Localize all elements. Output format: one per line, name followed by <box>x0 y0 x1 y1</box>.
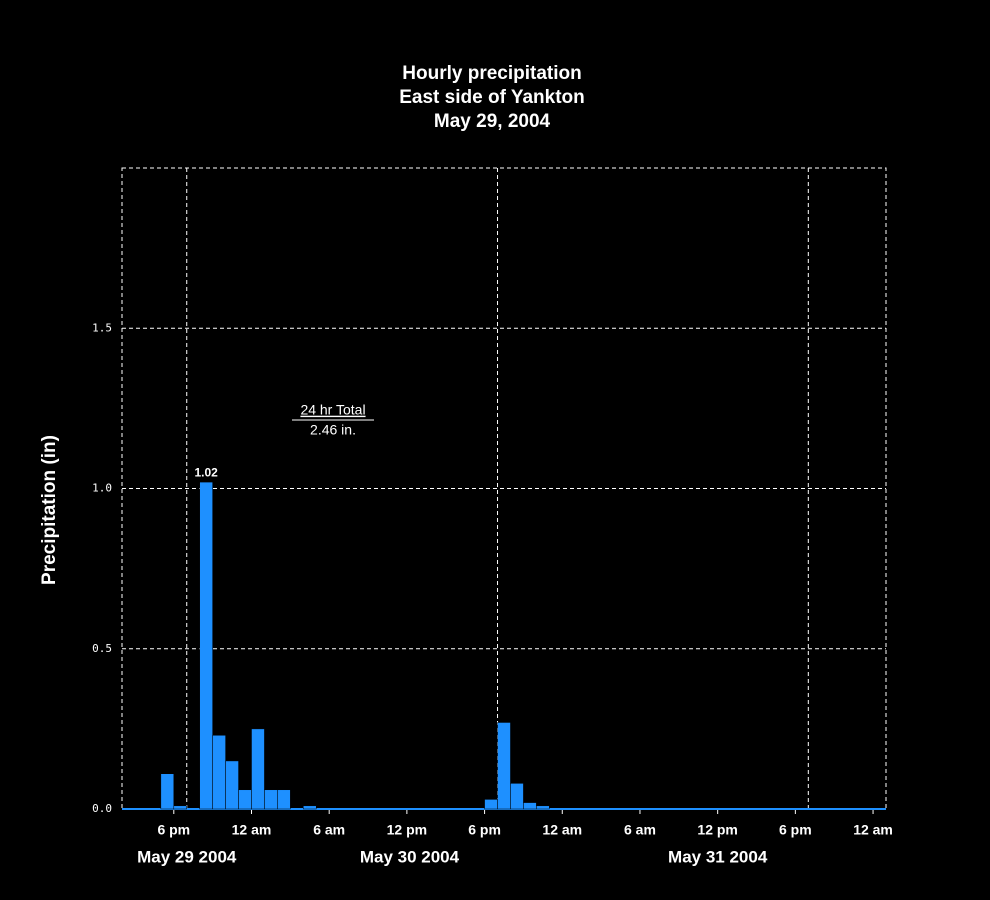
bar <box>523 802 537 810</box>
bar <box>277 789 291 810</box>
y-tick-label: 0.5 <box>92 642 112 655</box>
chart-date: May 29, 2004 <box>434 111 551 132</box>
date-label: May 29 2004 <box>137 847 237 866</box>
bar <box>497 722 511 810</box>
x-tick-label: 12 am <box>232 822 272 838</box>
bar <box>160 773 175 810</box>
bar <box>536 805 550 810</box>
bar <box>238 789 252 810</box>
x-tick-label: 12 pm <box>387 822 427 838</box>
y-tick-label: 1.5 <box>92 321 112 334</box>
bar <box>510 783 524 810</box>
bar <box>484 799 498 810</box>
x-tick-label: 6 pm <box>779 822 812 838</box>
date-label: May 31 2004 <box>668 847 768 866</box>
bar <box>264 789 278 810</box>
total-value: 2.46 in. <box>310 422 356 438</box>
x-tick-label: 12 pm <box>697 822 737 838</box>
y-tick-label: 0.0 <box>92 802 112 815</box>
x-tick-label: 6 am <box>624 822 656 838</box>
x-tick-label: 12 am <box>542 822 582 838</box>
bar <box>251 728 265 810</box>
bar <box>303 805 317 810</box>
x-tick-label: 12 am <box>853 822 893 838</box>
y-axis-label: Precipitation (in) <box>39 435 60 585</box>
x-tick-label: 6 am <box>313 822 345 838</box>
total-heading: 24 hr Total <box>300 402 365 418</box>
bar <box>225 760 239 810</box>
bar <box>199 481 213 810</box>
data-label: 1.02 <box>194 465 218 479</box>
chart-subtitle: East side of Yankton <box>399 87 584 108</box>
bar <box>212 735 226 810</box>
y-tick-label: 1.0 <box>92 482 112 495</box>
x-tick-label: 6 pm <box>157 822 190 838</box>
chart-title: Hourly precipitation <box>402 63 581 84</box>
x-tick-label: 6 pm <box>468 822 501 838</box>
bar <box>173 805 187 810</box>
date-label: May 30 2004 <box>360 847 460 866</box>
